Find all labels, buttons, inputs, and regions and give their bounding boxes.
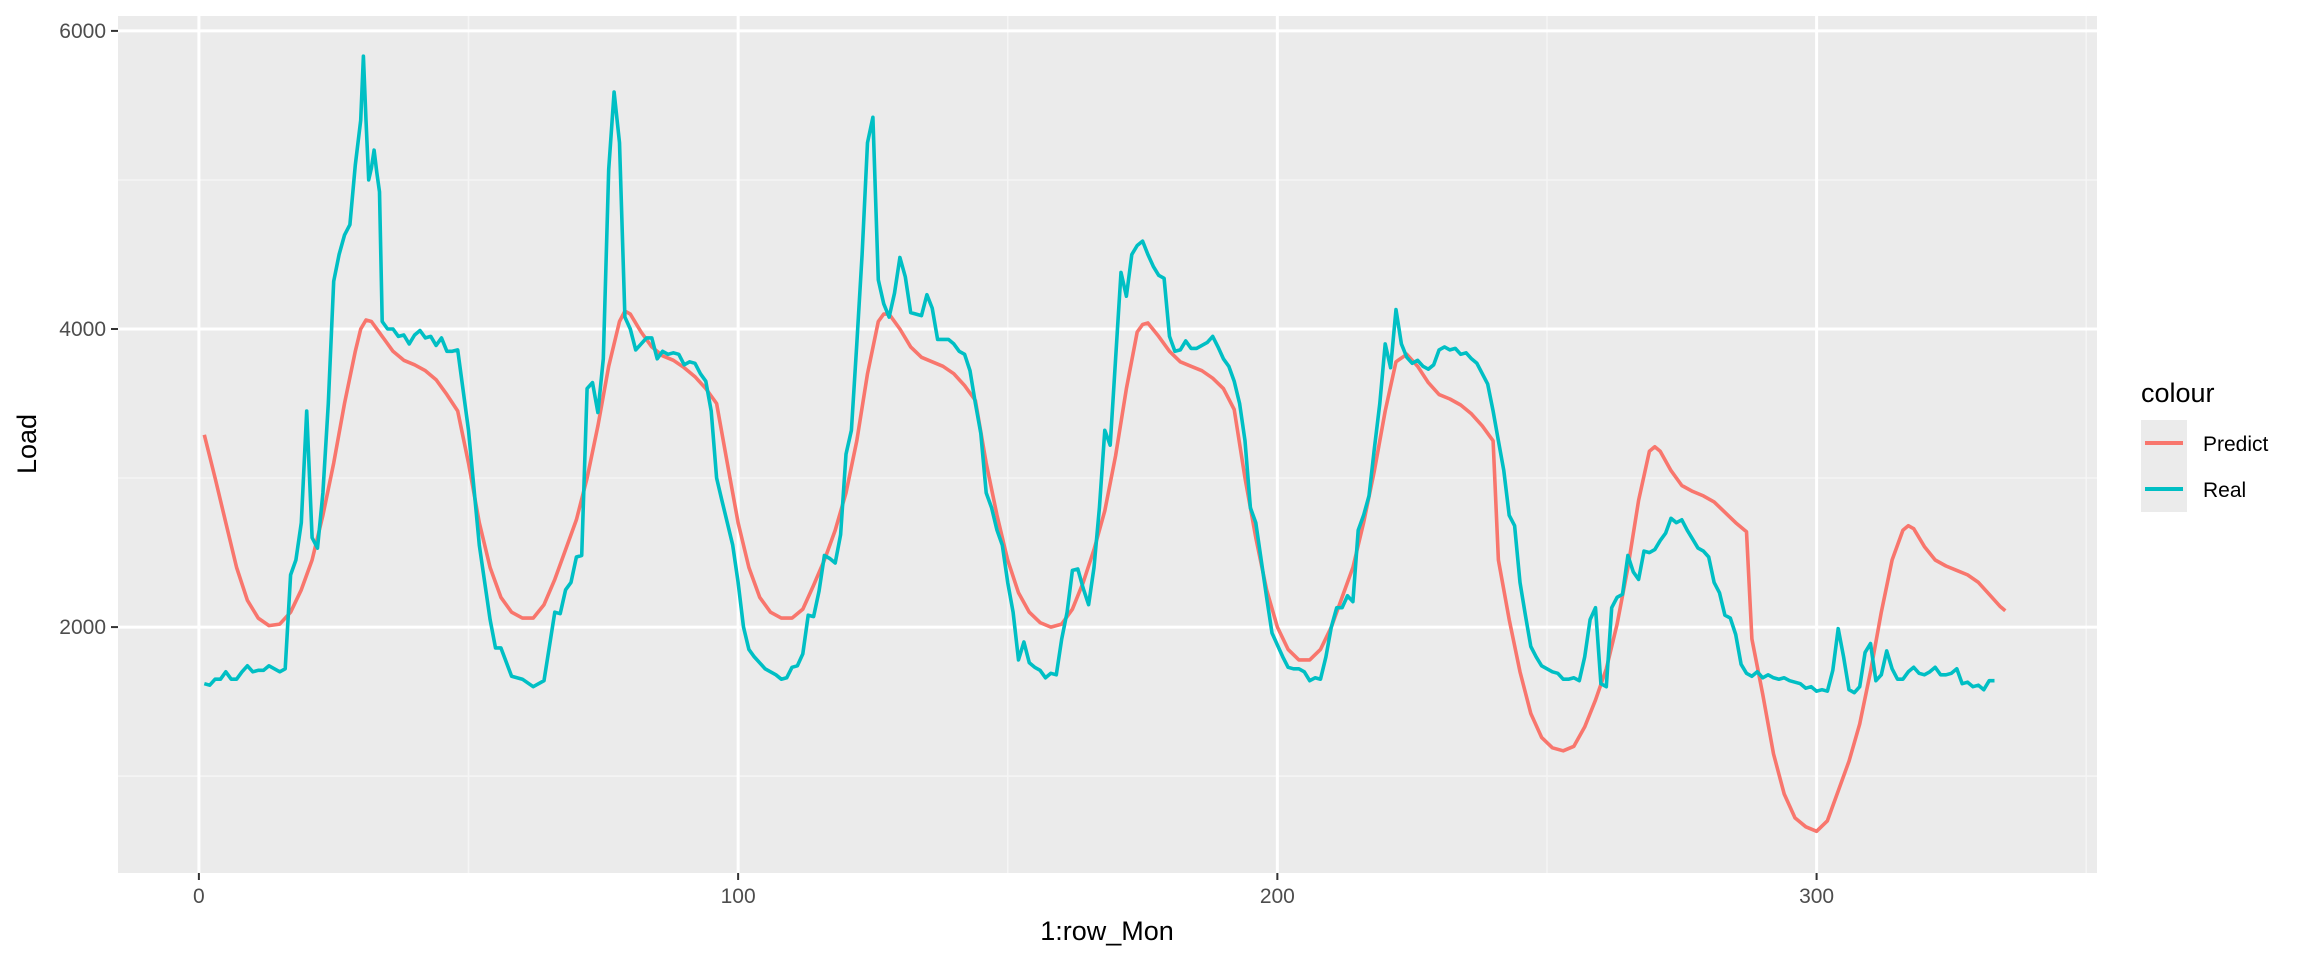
- panel-background: [118, 16, 2097, 873]
- legend: colour Predict Real: [2141, 378, 2269, 512]
- y-tick-label: 2000: [59, 616, 106, 639]
- series-line-predict: [202, 309, 2007, 834]
- y-tick-label: 6000: [59, 20, 106, 43]
- series-layer: [202, 54, 2007, 834]
- y-tick-label: 4000: [59, 318, 106, 341]
- x-tick-label: 200: [1260, 885, 1295, 908]
- y-axis-ticks: 2000 4000 6000: [59, 20, 118, 639]
- legend-label-predict: Predict: [2203, 433, 2269, 456]
- x-tick-label: 300: [1799, 885, 1834, 908]
- x-tick-label: 100: [721, 885, 756, 908]
- minor-gridlines: [118, 16, 2097, 873]
- y-axis-title: Load: [12, 414, 42, 474]
- x-axis-title: 1:row_Mon: [1040, 916, 1174, 946]
- legend-label-real: Real: [2203, 479, 2246, 502]
- legend-title: colour: [2141, 378, 2215, 408]
- x-axis-ticks: 0 100 200 300: [193, 873, 1834, 908]
- series-line-real: [203, 54, 1995, 695]
- major-gridlines: [118, 16, 2097, 873]
- x-tick-label: 0: [193, 885, 205, 908]
